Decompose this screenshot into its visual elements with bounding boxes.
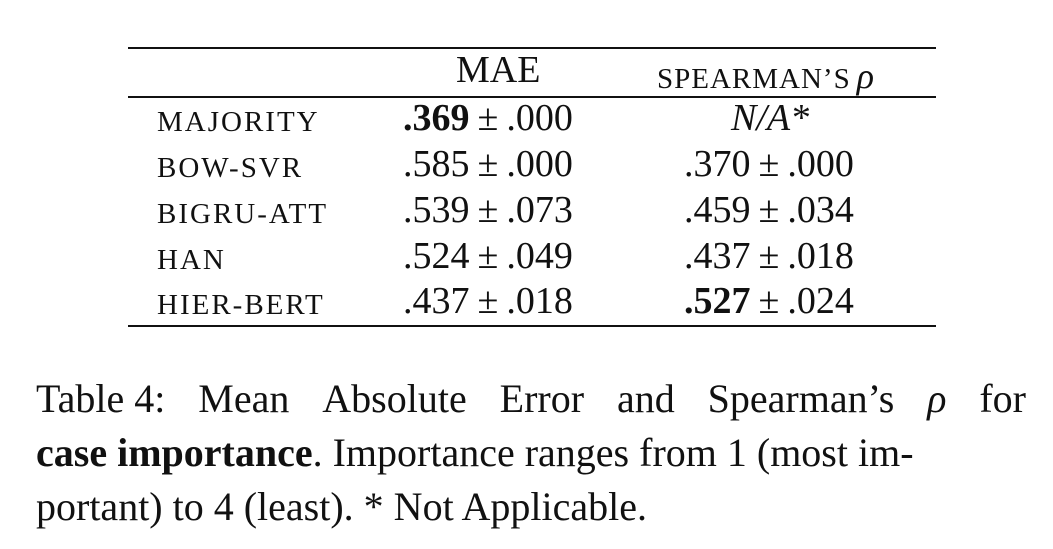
plus-minus: ±	[477, 189, 499, 231]
mae-cell: .585 ± .000	[403, 143, 573, 185]
model-name: BIGRU-ATT	[157, 198, 329, 230]
caption-line-2-text: . Importance ranges from 1 (most im-	[312, 430, 914, 475]
mae-value: .539	[403, 189, 470, 231]
caption-line-2: case importance. Importance ranges from …	[36, 426, 1026, 480]
plus-minus: ±	[758, 235, 780, 277]
spearman-error: .024	[787, 280, 854, 322]
spearman-value-best: .527	[684, 280, 751, 322]
caption-word: Absolute	[322, 376, 467, 421]
plus-minus: ±	[758, 280, 780, 322]
spearman-cell: .459 ± .034	[684, 189, 854, 231]
caption-word: for	[979, 376, 1026, 421]
table-top-rule	[128, 47, 936, 49]
spearman-error: .000	[787, 143, 854, 185]
mae-cell: .437 ± .018	[403, 280, 573, 322]
plus-minus: ±	[477, 280, 499, 322]
table-row-majority: MAJORITY .369 ± .000 N/A*	[0, 97, 1053, 143]
mae-value: .437	[403, 280, 470, 322]
model-name: HIER-BERT	[157, 289, 325, 321]
table-bottom-rule	[128, 325, 936, 327]
spearman-error: .018	[787, 235, 854, 277]
plus-minus: ±	[758, 143, 780, 185]
mae-cell: .524 ± .049	[403, 235, 573, 277]
spearman-error: .034	[787, 189, 854, 231]
table-row-hier-bert: HIER-BERT .437 ± .018 .527 ± .024	[0, 280, 1053, 326]
mae-cell: .369 ± .000	[403, 97, 573, 139]
table-row-bigru-att: BIGRU-ATT .539 ± .073 .459 ± .034	[0, 189, 1053, 235]
mae-error: .049	[506, 235, 573, 277]
table-caption: Table 4: Mean Absolute Error and Spearma…	[36, 372, 1026, 534]
model-name: HAN	[157, 244, 226, 276]
caption-line-3: portant) to 4 (least). * Not Applicable.	[36, 484, 647, 529]
header-rho-symbol: ρ	[856, 56, 874, 96]
mae-error: .000	[506, 97, 573, 139]
header-spearman: SPEARMAN’S ρ	[657, 56, 874, 99]
mae-cell: .539 ± .073	[403, 189, 573, 231]
plus-minus: ±	[477, 235, 499, 277]
spearman-value: .459	[684, 189, 751, 231]
caption-prefix: Table 4:	[36, 376, 166, 421]
model-name: MAJORITY	[157, 106, 320, 138]
spearman-value: .370	[684, 143, 751, 185]
plus-minus: ±	[477, 143, 499, 185]
caption-word: and	[616, 376, 675, 421]
table-row-bow-svr: BOW-SVR .585 ± .000 .370 ± .000	[0, 143, 1053, 189]
header-spearman-label: SPEARMAN’S	[657, 63, 851, 95]
table-row-han: HAN .524 ± .049 .437 ± .018	[0, 235, 1053, 281]
caption-bold-term: case importance	[36, 430, 313, 475]
caption-word: Error	[499, 376, 585, 421]
mae-value: .524	[403, 235, 470, 277]
caption-line-1: Table 4: Mean Absolute Error and Spearma…	[36, 372, 1026, 426]
spearman-cell: .370 ± .000	[684, 143, 854, 185]
mae-value-best: .369	[403, 97, 470, 139]
caption-word: Spearman’s	[707, 376, 895, 421]
caption-rho-symbol: ρ	[927, 376, 947, 421]
mae-error: .073	[506, 189, 573, 231]
header-mae: MAE	[456, 49, 541, 91]
mae-error: .018	[506, 280, 573, 322]
caption-word: Mean	[198, 376, 290, 421]
model-name: BOW-SVR	[157, 152, 304, 184]
spearman-value: .437	[684, 235, 751, 277]
mae-value: .585	[403, 143, 470, 185]
spearman-cell: .527 ± .024	[684, 280, 854, 322]
mae-error: .000	[506, 143, 573, 185]
plus-minus: ±	[477, 97, 499, 139]
spearman-not-applicable: N/A*	[731, 97, 810, 139]
table-header-rule	[128, 96, 936, 98]
plus-minus: ±	[758, 189, 780, 231]
spearman-cell: .437 ± .018	[684, 235, 854, 277]
